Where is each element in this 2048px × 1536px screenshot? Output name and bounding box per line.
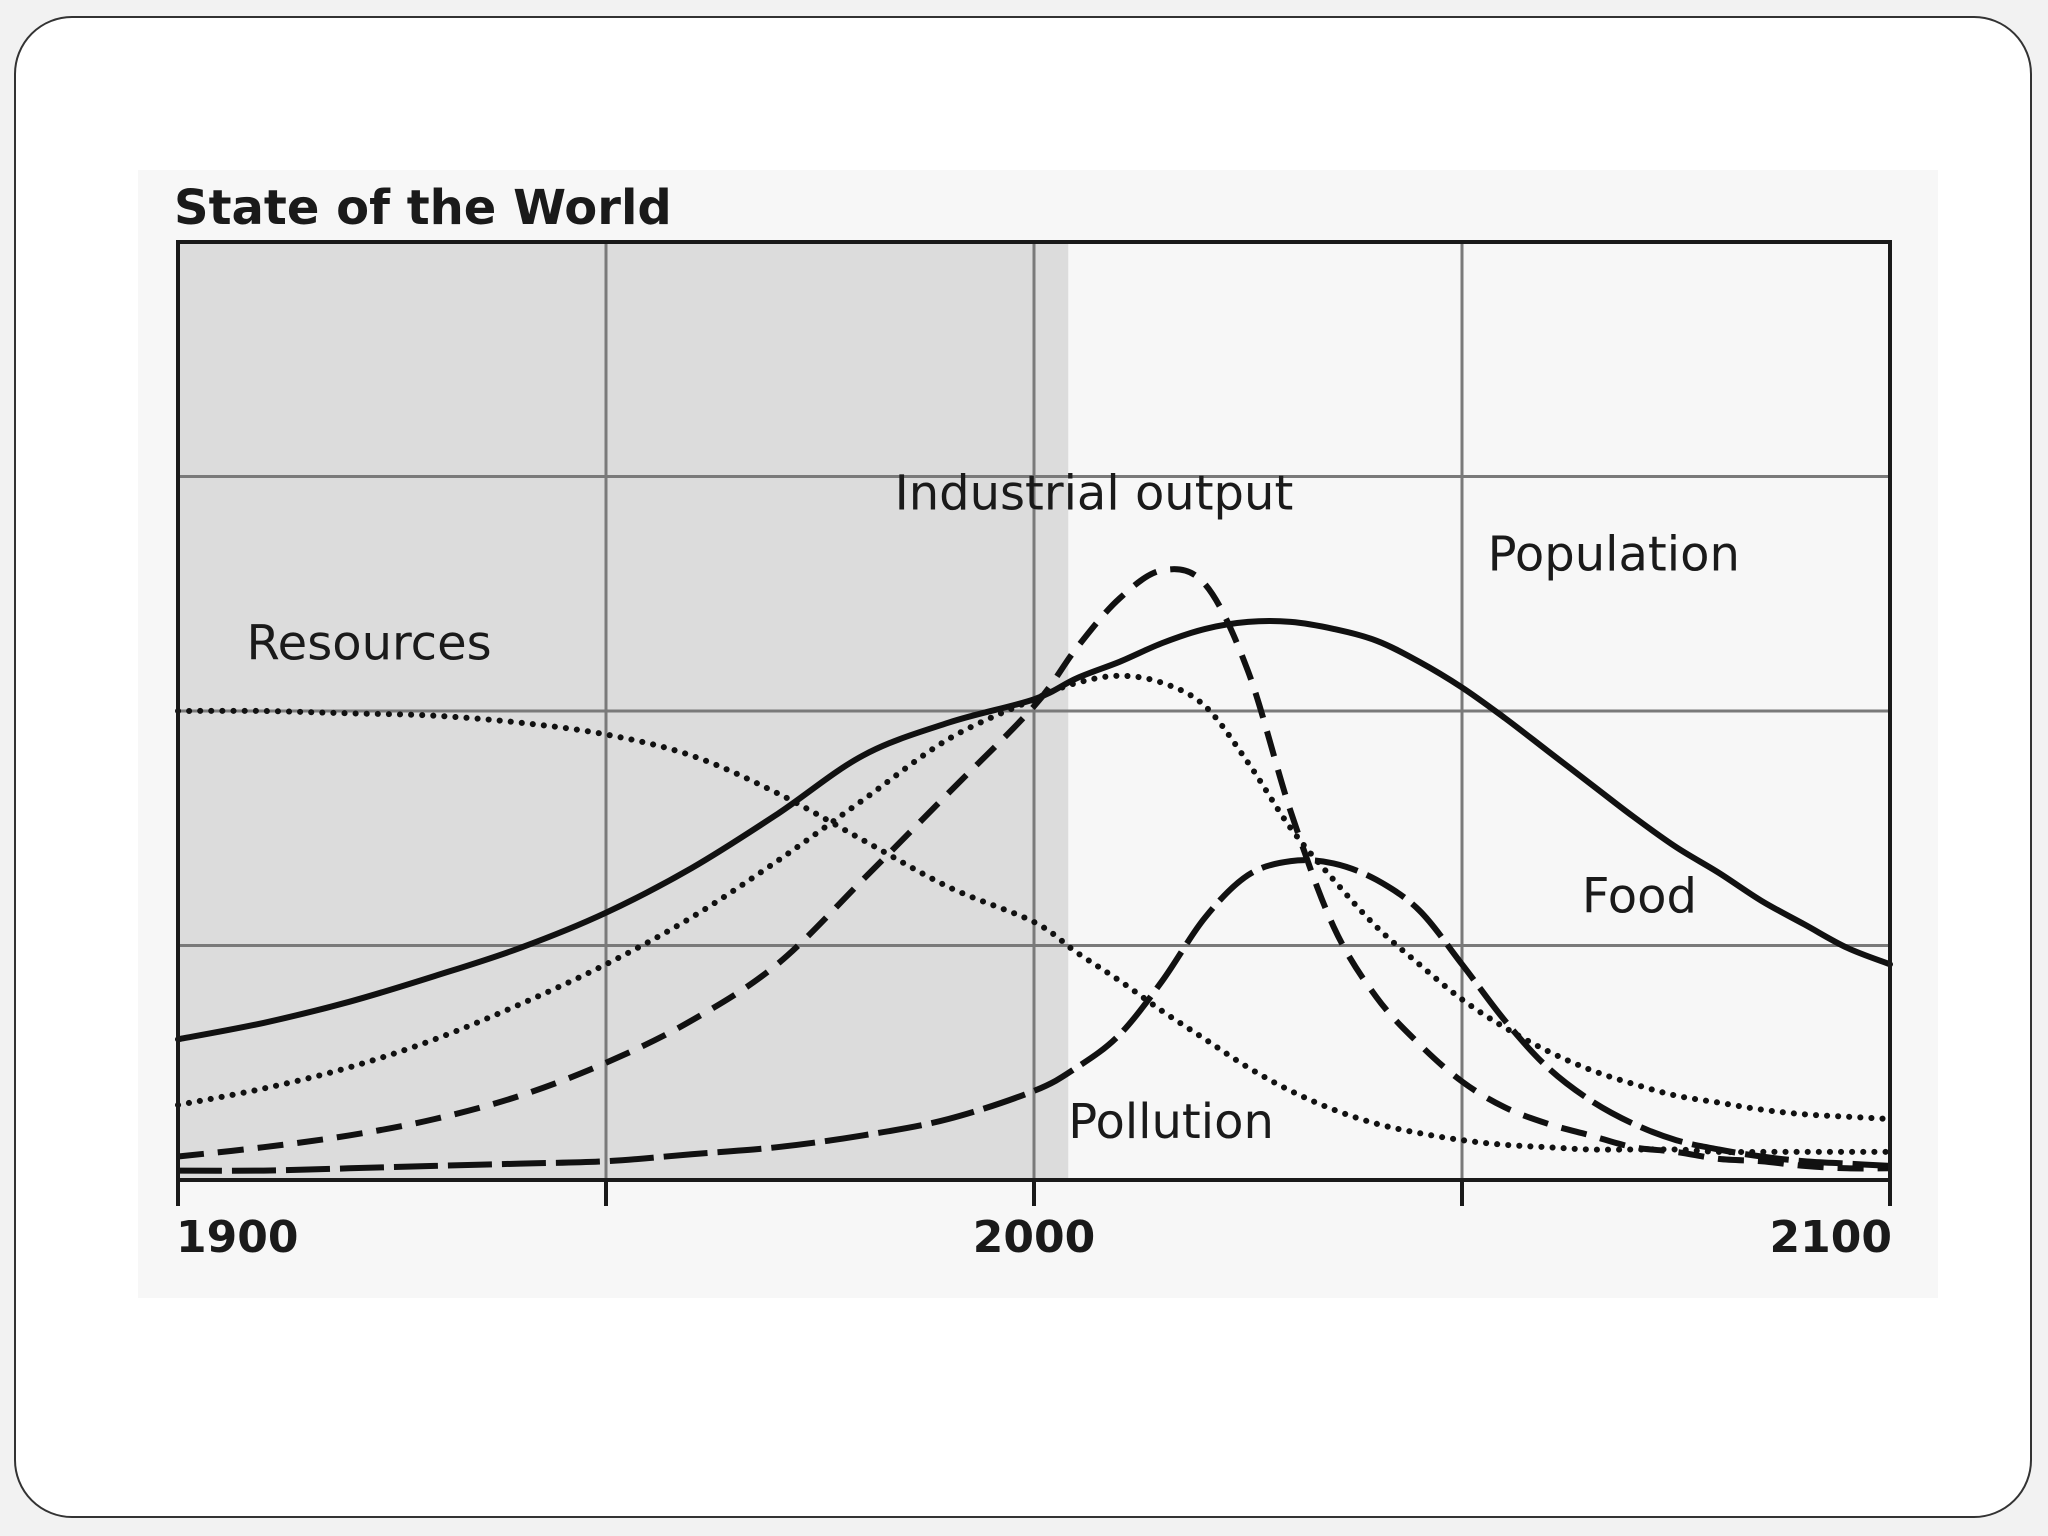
x-axis-ticks: 1900 2000 2100 [176,1180,1892,1263]
series-line-population [175,618,1893,1043]
gridlines [178,242,1890,1180]
series-label-food: Food [1582,869,1697,925]
series-labels: Resources Industrial output Population Food… [246,465,1739,1149]
x-tick-label: 1900 [176,1212,298,1263]
series-label-resources: Resources [246,615,491,671]
chart-figure: State of the World 1900 2000 2100 Resource… [138,170,1938,1298]
x-tick-label: 2000 [973,1212,1095,1263]
series-lines [175,566,1893,1174]
series-label-industrial-output: Industrial output [895,465,1294,521]
series-line-industrial-output [177,566,1891,1172]
series-line-food [175,672,1893,1122]
series-line-pollution [177,857,1891,1174]
series-label-pollution: Pollution [1068,1094,1274,1150]
line-chart: State of the World 1900 2000 2100 Resource… [174,180,1893,1263]
series-label-population: Population [1488,526,1740,582]
x-tick-label: 2100 [1770,1212,1892,1263]
slide-frame: State of the World 1900 2000 2100 Resource… [14,16,2032,1518]
chart-title: State of the World [174,180,672,236]
